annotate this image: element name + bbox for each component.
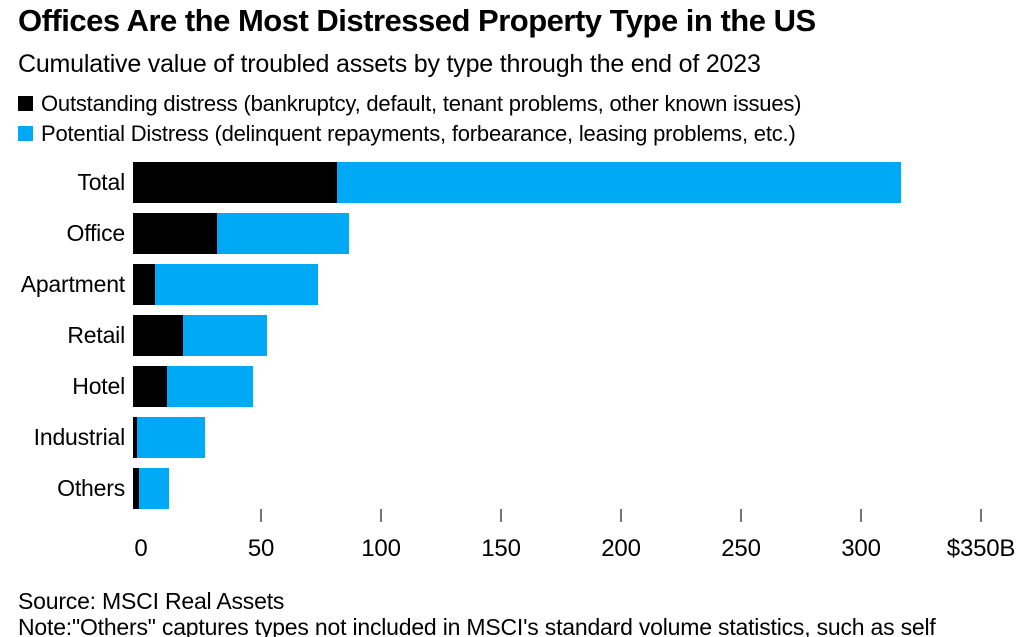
- bar-segment-outstanding: [133, 162, 337, 203]
- bar-row: Hotel: [0, 366, 1030, 407]
- bar-track: [133, 366, 973, 407]
- legend-label-outstanding: Outstanding distress (bankruptcy, defaul…: [41, 90, 802, 116]
- bar-row: Total: [0, 162, 1030, 203]
- axis-tick-label: 150: [481, 535, 521, 562]
- legend-label-potential: Potential Distress (delinquent repayment…: [41, 120, 796, 146]
- category-label: Apartment: [20, 271, 126, 297]
- bar-track: [133, 162, 973, 203]
- footnote-text: Note:"Others" captures types not include…: [18, 614, 936, 637]
- axis-tick-label: 300: [841, 535, 881, 562]
- bar-segment-potential: [217, 213, 349, 254]
- category-label: Industrial: [33, 424, 126, 450]
- legend-item-outstanding: Outstanding distress (bankruptcy, defaul…: [18, 90, 802, 116]
- bar-row: Others: [0, 468, 1030, 509]
- bar-segment-outstanding: [133, 417, 137, 458]
- source-text: Source: MSCI Real Assets: [18, 588, 285, 614]
- bar-row: Industrial: [0, 417, 1030, 458]
- category-label: Office: [66, 220, 126, 246]
- axis-tick-label: 250: [721, 535, 761, 562]
- legend-swatch-outstanding-icon: [18, 96, 33, 111]
- bar-segment-potential: [183, 315, 268, 356]
- bar-chart: Total Office Apartment Retail Hotel Industria…: [0, 162, 1030, 519]
- bar-segment-outstanding: [133, 468, 139, 509]
- axis-tick-label: 0: [134, 535, 148, 562]
- bar-segment-potential: [166, 366, 253, 407]
- bar-segment-potential: [139, 468, 169, 509]
- bar-segment-outstanding: [133, 264, 155, 305]
- bar-track: [133, 213, 973, 254]
- axis-tick-label: 200: [601, 535, 641, 562]
- category-label: Retail: [67, 322, 125, 348]
- bar-row: Office: [0, 213, 1030, 254]
- bar-track: [133, 264, 973, 305]
- chart-title: Offices Are the Most Distressed Property…: [18, 3, 816, 38]
- chart-subtitle: Cumulative value of troubled assets by t…: [18, 50, 761, 78]
- bar-row: Apartment: [0, 264, 1030, 305]
- category-label: Hotel: [72, 373, 125, 399]
- bar-row: Retail: [0, 315, 1030, 356]
- bar-segment-potential: [154, 264, 318, 305]
- bar-track: [133, 417, 973, 458]
- legend: Outstanding distress (bankruptcy, defaul…: [18, 90, 802, 152]
- category-label: Others: [57, 475, 125, 501]
- bar-segment-potential: [337, 162, 901, 203]
- axis-tick-label: $350B: [946, 535, 1016, 562]
- legend-item-potential: Potential Distress (delinquent repayment…: [18, 120, 801, 146]
- axis-tick-label: 100: [361, 535, 401, 562]
- bar-segment-outstanding: [133, 366, 167, 407]
- legend-swatch-potential-icon: [18, 126, 33, 141]
- axis-tick-label: 50: [247, 535, 275, 562]
- category-label: Total: [77, 169, 125, 195]
- bar-segment-outstanding: [133, 315, 184, 356]
- bar-track: [133, 315, 973, 356]
- bar-segment-outstanding: [133, 213, 217, 254]
- bar-segment-potential: [136, 417, 205, 458]
- bar-track: [133, 468, 973, 509]
